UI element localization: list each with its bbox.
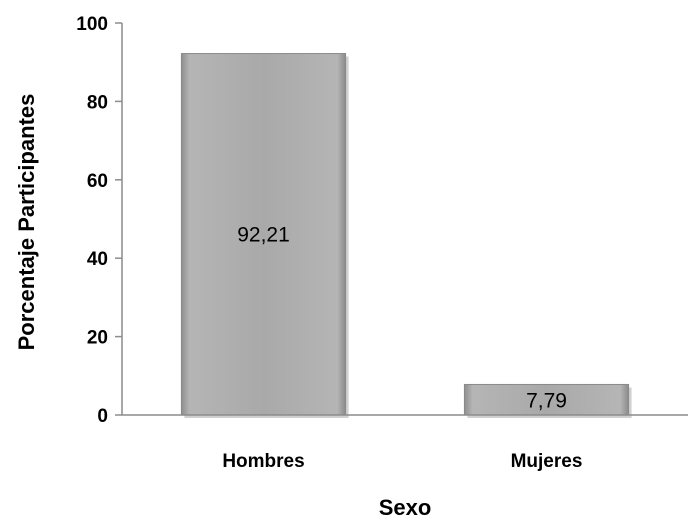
y-axis-ticks [115, 22, 122, 416]
x-tick-label-hombres: Hombres [222, 451, 304, 472]
y-tick-label: 0 [97, 406, 108, 427]
bar-hombres [180, 53, 347, 416]
data-label-mujeres: 7,79 [526, 390, 567, 413]
x-tick-label-mujeres: Mujeres [511, 451, 583, 472]
bars [180, 53, 632, 418]
y-tick-label: 20 [87, 328, 108, 349]
y-tick-label: 60 [87, 171, 108, 192]
y-axis-title: Porcentaje Participantes [14, 94, 39, 351]
x-axis-title: Sexo [379, 495, 432, 520]
y-tick-label: 40 [87, 249, 108, 270]
bar-mujeres [463, 383, 630, 416]
y-tick-label: 80 [87, 92, 108, 113]
labels: 0 20 40 60 80 100 92,21 Hombres 7,79 Mujeres [76, 14, 582, 472]
y-tick-label: 100 [76, 14, 108, 35]
data-label-hombres: 92,21 [237, 223, 290, 246]
